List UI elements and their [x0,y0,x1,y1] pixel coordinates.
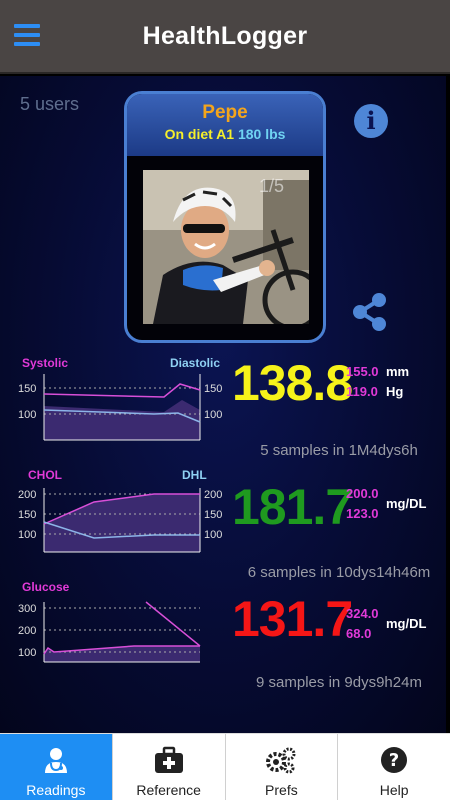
app-title: HealthLogger [142,22,308,50]
tab-reference-label: Reference [136,782,201,798]
profile-name: Pepe [202,102,248,123]
dhl-label: DHL [182,468,207,482]
share-icon[interactable] [352,292,388,332]
tab-reference[interactable]: Reference [113,734,226,800]
bp-max: 155.0 [346,364,379,379]
glucose-label: Glucose [22,580,70,594]
tab-readings-label: Readings [26,782,86,798]
bp-tick-100-right: 100 [204,409,222,421]
app-header: HealthLogger [0,0,450,74]
cyclist-photo-illustration [143,170,309,324]
glucose-min: 68.0 [346,626,372,641]
right-edge [446,76,450,733]
users-count[interactable]: 5 users [20,94,80,114]
chol-tick-150-left: 150 [18,509,36,521]
glucose-tick-100: 100 [18,647,36,659]
chol-max: 200.0 [346,486,379,501]
cholesterol-reading[interactable]: CHOL DHL 200 150 100 200 150 100 181.7 2… [0,466,446,581]
chol-value: 181.7 [232,479,353,535]
chol-tick-150-right: 150 [204,509,222,521]
cholesterol-chart: 200 150 100 200 150 100 [18,488,222,553]
tab-help[interactable]: ? Help [338,734,450,800]
glucose-range: 324.0 68.0 [346,604,379,644]
svg-text:?: ? [389,750,399,771]
glucose-value: 131.7 [232,591,353,647]
chol-tick-200-left: 200 [18,489,36,501]
glucose-tick-300: 300 [18,603,36,615]
blood-pressure-chart: 150 100 150 100 [18,374,222,441]
systolic-label: Systolic [22,356,69,370]
bp-unit-bottom: Hg [386,384,404,399]
bp-unit: mm Hg [386,362,409,402]
profile-card[interactable]: Pepe On diet A1 180 lbs [124,91,326,343]
glucose-unit: mg/DL [386,616,427,631]
profile-diet: On diet A1 [164,126,235,142]
chol-unit: mg/DL [386,496,427,511]
chol-tick-200-right: 200 [204,489,222,501]
chol-range: 200.0 123.0 [346,484,379,524]
help-icon: ? [338,746,450,774]
bp-tick-100-left: 100 [18,409,36,421]
info-icon[interactable]: i [354,104,388,138]
bp-samples: 5 samples in 1M4dys6h [260,442,418,459]
profile-subtitle: On diet A1 180 lbs [127,126,323,142]
profile-photo[interactable]: 1/5 [143,170,309,324]
doctor-icon [0,746,112,774]
glucose-samples: 9 samples in 9dys9h24m [256,674,422,691]
profile-weight: 180 lbs [237,126,286,142]
tab-prefs[interactable]: Prefs [226,734,339,800]
bp-tick-150-right: 150 [204,383,222,395]
gears-icon [226,746,338,774]
profile-header: Pepe On diet A1 180 lbs [127,94,323,156]
glucose-tick-200: 200 [18,625,36,637]
chol-samples: 6 samples in 10dys14h46m [247,564,431,581]
bp-unit-top: mm [386,364,410,379]
diastolic-label: Diastolic [170,356,221,370]
chol-label: CHOL [28,468,62,482]
tab-readings[interactable]: Readings [0,734,113,800]
bp-tick-150-left: 150 [18,383,36,395]
glucose-max: 324.0 [346,606,379,621]
chol-tick-100-right: 100 [204,529,222,541]
hamburger-menu-icon[interactable] [14,24,40,46]
first-aid-kit-icon [113,746,225,774]
photo-counter: 1/5 [259,176,285,196]
bp-value: 138.8 [232,355,353,411]
tab-prefs-label: Prefs [265,782,298,798]
bp-min: 119.0 [346,384,378,399]
glucose-chart: 300 200 100 [18,601,201,663]
blood-pressure-reading[interactable]: Systolic Diastolic 150 100 150 100 138.8… [0,354,446,464]
main-content: 5 users Pepe On diet A1 180 lbs [0,76,446,733]
chol-tick-100-left: 100 [18,529,36,541]
bottom-nav: Readings Reference Prefs [0,733,450,800]
bp-range: 155.0 119.0 [346,362,379,402]
glucose-reading[interactable]: Glucose 300 200 100 131.7 324.0 68.0 mg/… [0,578,446,691]
chol-min: 123.0 [346,506,379,521]
tab-help-label: Help [379,782,409,798]
